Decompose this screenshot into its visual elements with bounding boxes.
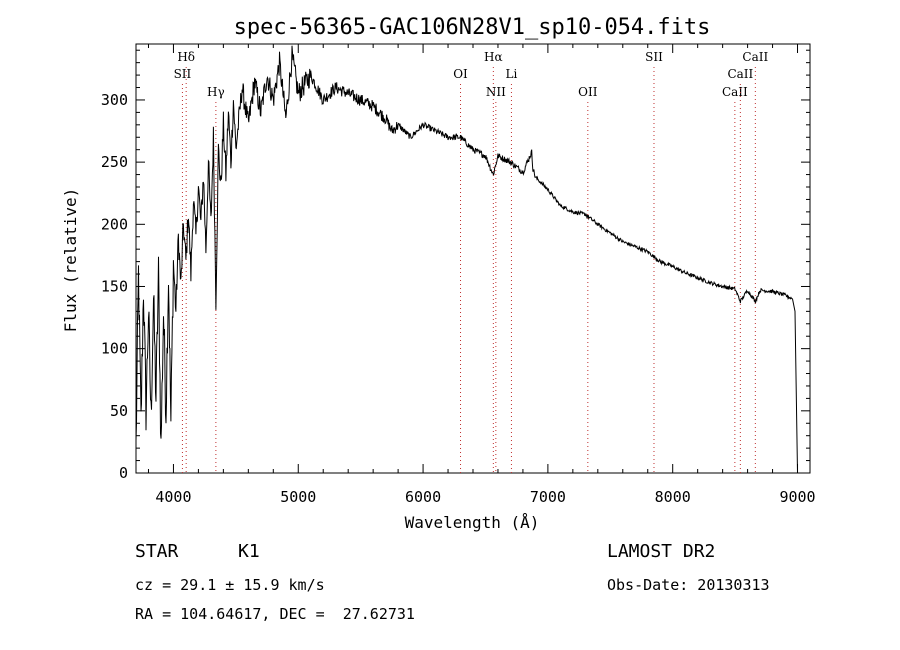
- line-marker-label: OI: [453, 67, 468, 81]
- y-tick-label: 300: [101, 91, 128, 109]
- line-marker-label: CaII: [722, 85, 748, 99]
- x-tick-label: 4000: [155, 488, 191, 506]
- y-tick-label: 100: [101, 340, 128, 358]
- x-tick-label: 6000: [405, 488, 441, 506]
- observation-date: Obs-Date: 20130313: [607, 576, 770, 594]
- y-tick-label: 0: [119, 464, 128, 482]
- line-marker-label: Hγ: [207, 85, 225, 99]
- line-marker-label: NII: [486, 85, 506, 99]
- chart-title: spec-56365-GAC106N28V1_sp10-054.fits: [234, 15, 711, 40]
- line-marker-label: CaII: [727, 67, 753, 81]
- line-marker-label: CaII: [742, 50, 768, 64]
- survey-name: LAMOST DR2: [607, 541, 716, 562]
- plot-frame: [135, 43, 811, 474]
- flux-series: [135, 45, 798, 474]
- x-axis-label: Wavelength (Å): [405, 513, 540, 532]
- line-marker-label: Li: [506, 67, 518, 81]
- y-axis-label: Flux (relative): [61, 188, 80, 333]
- coordinates: RA = 104.64617, DEC = 27.62731: [135, 605, 415, 623]
- line-marker-label: Hδ: [177, 50, 195, 64]
- y-tick-label: 200: [101, 215, 128, 233]
- x-tick-label: 5000: [280, 488, 316, 506]
- plot-border: [135, 43, 811, 474]
- x-tick-label: 7000: [530, 488, 566, 506]
- object-class: STAR: [135, 541, 179, 562]
- line-marker-label: Hα: [484, 50, 503, 64]
- y-tick-label: 150: [101, 277, 128, 295]
- redshift-cz: cz = 29.1 ± 15.9 km/s: [135, 576, 325, 594]
- line-marker-label: SII: [174, 67, 192, 81]
- line-marker-label: OII: [578, 85, 598, 99]
- x-tick-label: 9000: [779, 488, 815, 506]
- flux-line: [135, 45, 798, 474]
- object-subclass: K1: [238, 541, 260, 562]
- axis-ticks: 4000 5000 6000 7000 8000 9000 0 50 100 150 200 250 3…: [101, 44, 816, 506]
- y-tick-label: 50: [110, 402, 128, 420]
- y-tick-label: 250: [101, 153, 128, 171]
- line-marker-label: SII: [645, 50, 663, 64]
- x-tick-label: 8000: [655, 488, 691, 506]
